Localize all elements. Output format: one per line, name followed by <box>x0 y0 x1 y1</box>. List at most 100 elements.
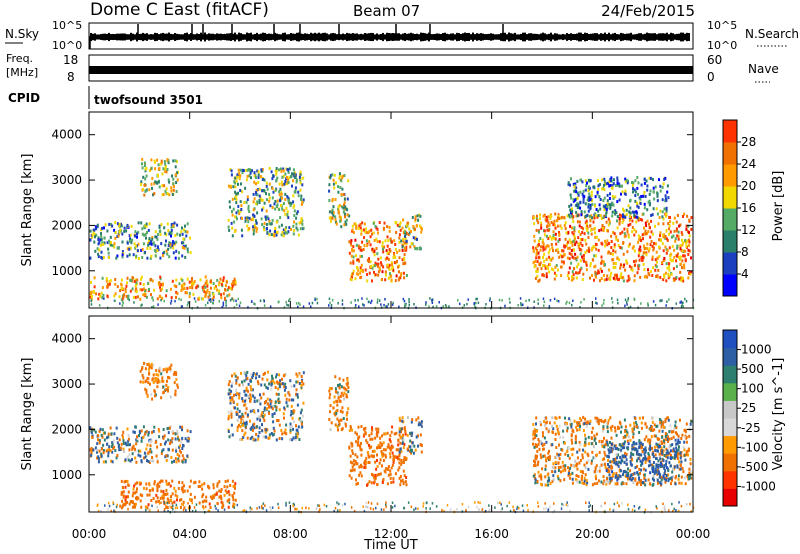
heatmap-cell <box>663 275 666 279</box>
heatmap-cell <box>289 175 292 179</box>
heatmap-cell <box>574 242 577 246</box>
heatmap-cell <box>161 184 164 188</box>
heatmap-cell <box>386 256 388 260</box>
heatmap-cell <box>625 452 628 456</box>
heatmap-cell <box>601 440 604 443</box>
heatmap-cell <box>328 199 331 202</box>
heatmap-cell <box>609 416 612 420</box>
heatmap-cell <box>257 382 260 386</box>
heatmap-cell <box>141 166 144 170</box>
heatmap-cell <box>134 246 137 250</box>
heatmap-cell <box>548 270 551 274</box>
heatmap-cell <box>676 213 679 217</box>
heatmap-cell <box>620 430 622 434</box>
heatmap-cell <box>629 198 632 202</box>
heatmap-cell <box>376 301 379 304</box>
heatmap-cell <box>645 251 648 255</box>
heatmap-cell <box>665 247 668 251</box>
heatmap-cell <box>123 226 126 230</box>
heatmap-cell <box>621 230 624 234</box>
heatmap-cell <box>286 404 289 408</box>
heatmap-cell <box>363 433 366 437</box>
heatmap-cell <box>545 234 548 238</box>
colorbar-swatch <box>723 252 737 275</box>
heatmap-cell <box>165 506 168 510</box>
heatmap-cell <box>624 177 627 181</box>
heatmap-cell <box>664 480 667 484</box>
heatmap-cell <box>408 227 411 231</box>
heatmap-cell <box>180 284 183 288</box>
heatmap-cell <box>540 456 543 460</box>
heatmap-cell <box>180 230 183 234</box>
heatmap-cell <box>247 382 250 386</box>
heatmap-cell <box>134 505 136 509</box>
heatmap-cell <box>150 254 153 258</box>
heatmap-cell <box>97 252 100 256</box>
heatmap-cell <box>346 208 349 212</box>
heatmap-cell <box>414 448 417 452</box>
heatmap-cell <box>537 302 539 305</box>
heatmap-cell <box>345 222 348 226</box>
heatmap-cell <box>266 231 269 234</box>
heatmap-cell <box>386 244 389 248</box>
heatmap-cell <box>634 194 637 197</box>
heatmap-cell <box>139 380 142 384</box>
heatmap-cell <box>590 228 593 232</box>
heatmap-cell <box>399 447 402 451</box>
heatmap-cell <box>574 434 577 438</box>
heatmap-cell <box>384 448 387 452</box>
heatmap-cell <box>535 269 538 273</box>
heatmap-cell <box>552 221 555 225</box>
heatmap-cell <box>393 432 396 436</box>
heatmap-cell <box>653 423 656 427</box>
heatmap-cell <box>159 256 162 260</box>
heatmap-cell <box>368 240 371 244</box>
heatmap-cell <box>614 265 617 269</box>
heatmap-cell <box>228 498 231 502</box>
heatmap-cell <box>289 204 292 208</box>
heatmap-cell <box>232 280 235 284</box>
heatmap-cell <box>295 178 298 182</box>
heatmap-cell <box>551 424 554 428</box>
heatmap-cell <box>665 476 668 480</box>
heatmap-cell <box>656 275 659 279</box>
heatmap-cell <box>580 418 583 422</box>
heatmap-cell <box>600 419 603 423</box>
heatmap-cell <box>553 277 556 281</box>
heatmap-cell <box>369 243 372 247</box>
heatmap-cell <box>547 244 550 248</box>
heatmap-cell <box>591 426 594 430</box>
heatmap-cell <box>212 494 215 498</box>
heatmap-cell <box>368 300 370 304</box>
heatmap-cell <box>224 296 226 300</box>
heatmap-cell <box>587 205 590 209</box>
heatmap-cell <box>640 256 643 260</box>
heatmap-cell <box>179 505 182 509</box>
heatmap-cell <box>160 297 163 301</box>
heatmap-cell <box>657 268 660 272</box>
heatmap-cell <box>289 430 292 434</box>
heatmap-cell <box>587 178 590 182</box>
heatmap-cell <box>278 437 281 440</box>
heatmap-cell <box>271 413 274 417</box>
heatmap-cell <box>240 182 242 186</box>
heatmap-cell <box>148 242 151 246</box>
heatmap-cell <box>546 225 548 228</box>
heatmap-cell <box>263 221 266 225</box>
heatmap-cell <box>297 425 300 429</box>
heatmap-cell <box>180 277 183 281</box>
heatmap-cell <box>685 435 688 439</box>
heatmap-cell <box>466 302 468 306</box>
heatmap-cell <box>287 168 290 172</box>
heatmap-cell <box>614 210 617 214</box>
heatmap-cell <box>302 198 305 202</box>
heatmap-cell <box>262 189 265 192</box>
heatmap-cell <box>572 277 575 281</box>
heatmap-cell <box>135 490 138 494</box>
heatmap-cell <box>658 437 661 441</box>
heatmap-cell <box>615 235 618 239</box>
heatmap-cell <box>151 296 154 300</box>
heatmap-cell <box>93 428 96 432</box>
heatmap-cell <box>661 198 664 202</box>
